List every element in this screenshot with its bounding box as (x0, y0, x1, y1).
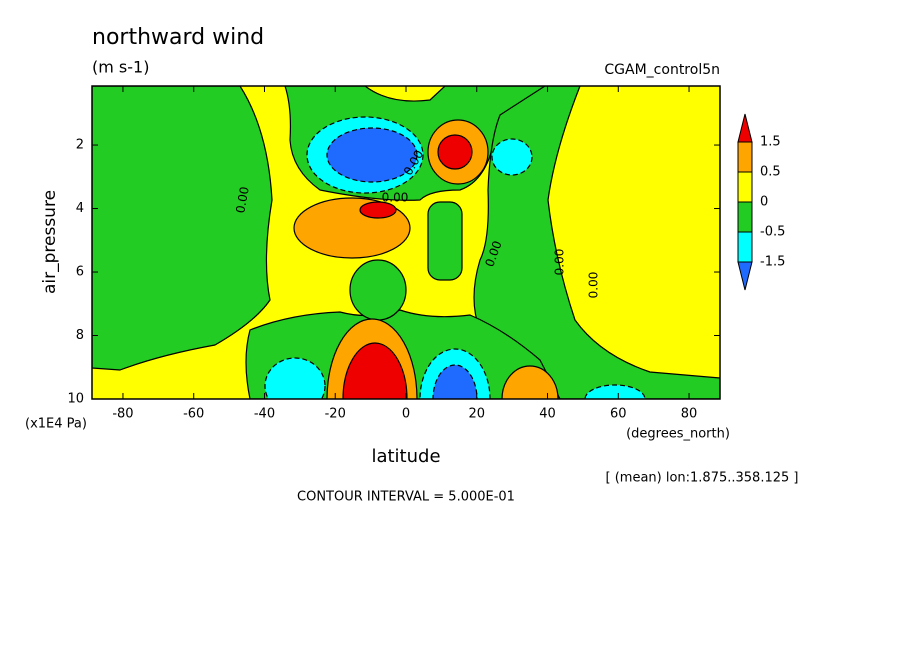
colorbar-swatch (737, 231, 753, 263)
colorbar-label: -1.5 (760, 255, 785, 270)
note: [ (mean) lon:1.875..358.125 ] (606, 471, 799, 486)
contour-label: 0.00 (553, 249, 567, 276)
x-tick-label: -60 (183, 407, 204, 422)
y-tick-label: 6 (76, 265, 84, 280)
x-tick-label: 20 (468, 407, 485, 422)
contour-region (491, 138, 533, 176)
colorbar-label: -0.5 (760, 225, 785, 240)
contour-label: 0.00 (587, 272, 601, 299)
contour-region (501, 365, 559, 399)
x-tick-label: -20 (325, 407, 346, 422)
colorbar-swatch (737, 171, 753, 203)
contour-region (359, 201, 397, 219)
y-axis-title: air_pressure (40, 190, 60, 294)
contour-region (432, 364, 478, 399)
y-tick-label: 10 (67, 392, 84, 407)
y-units: (x1E4 Pa) (25, 417, 87, 432)
contour-field (92, 86, 720, 399)
x-tick-label: -40 (254, 407, 275, 422)
x-tick-label: 80 (681, 407, 698, 422)
contour-region (427, 201, 463, 281)
x-tick-label: 40 (539, 407, 556, 422)
colorbar-swatch (737, 201, 753, 233)
y-tick-label: 8 (76, 328, 84, 343)
contour-region (92, 86, 273, 371)
contour-region (437, 134, 473, 170)
colorbar-label: 1.5 (760, 135, 781, 150)
contour-region (342, 342, 408, 399)
colorbar-label: 0 (760, 195, 768, 210)
x-tick-label: 0 (402, 407, 410, 422)
chart-subtitle: (m s-1) (92, 58, 149, 77)
contour-region (349, 259, 407, 321)
contour-interval: CONTOUR INTERVAL = 5.000E-01 (297, 490, 515, 505)
x-tick-label: 60 (610, 407, 627, 422)
contour-label: 0.00 (382, 191, 409, 205)
x-tick-label: -80 (112, 407, 133, 422)
contour-region (326, 127, 418, 183)
contour-label: 0.00 (233, 186, 251, 215)
contour-region (584, 384, 646, 399)
colorbar-swatch (737, 141, 753, 173)
x-axis-title: latitude (371, 446, 440, 467)
x-units: (degrees_north) (626, 427, 730, 442)
colorbar-swatch (737, 261, 753, 291)
contour-region (264, 357, 326, 399)
colorbar-label: 0.5 (760, 165, 781, 180)
colorbar-swatch (737, 113, 753, 143)
chart-title: northward wind (92, 25, 264, 50)
y-tick-label: 2 (76, 138, 84, 153)
y-tick-label: 4 (76, 201, 84, 216)
dataset-label: CGAM_control5n (604, 62, 720, 78)
